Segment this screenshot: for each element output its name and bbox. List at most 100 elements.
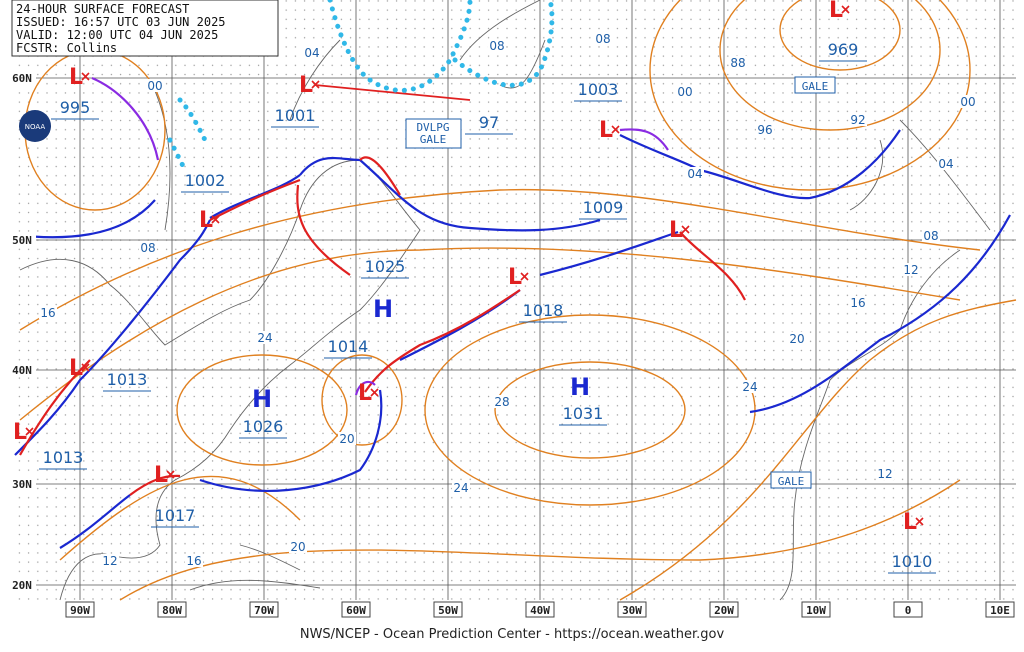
isobar-label-bg <box>922 229 940 242</box>
isobar-label-bg <box>452 481 470 494</box>
header-box <box>11 0 279 57</box>
isobar-label-bg <box>594 32 612 45</box>
lon-label: 70W <box>254 604 274 617</box>
header-line: FCSTR: Collins <box>16 41 117 55</box>
low-center: L <box>69 65 83 90</box>
low-center: L <box>358 381 372 406</box>
isobar-label: 24 <box>257 331 272 345</box>
warning: GALE <box>778 475 805 488</box>
isobar-label-bg <box>686 167 704 180</box>
low-center: L <box>154 463 168 488</box>
isobar-label: 04 <box>687 167 702 181</box>
low-cross <box>81 363 90 372</box>
isobar-label: 20 <box>290 540 305 554</box>
header-line: 24-HOUR SURFACE FORECAST <box>16 2 189 16</box>
isobar-label-bg <box>488 39 506 52</box>
high-center: H <box>570 373 590 401</box>
isobar-label: 08 <box>140 241 155 255</box>
developing-warning: DVLPG <box>416 121 449 134</box>
pressure-label: 1014 <box>328 337 369 356</box>
isobar-label-bg <box>289 540 307 553</box>
lon-label: 10E <box>990 604 1010 617</box>
lat-label: 60N <box>12 72 32 85</box>
low-cross <box>841 5 850 14</box>
low-cross <box>166 470 175 479</box>
isobar-label: 04 <box>304 46 319 60</box>
lat-label-box <box>8 362 36 377</box>
lat-label-box <box>8 232 36 247</box>
lat-label-box <box>8 577 36 592</box>
lon-label-box <box>341 601 371 618</box>
low-center: L <box>903 510 917 535</box>
isobar-label: 12 <box>877 467 892 481</box>
isobar-label-bg <box>185 554 203 567</box>
pressure-label: 1018 <box>523 301 564 320</box>
low-cross <box>211 215 220 224</box>
isobar-label: 08 <box>923 229 938 243</box>
warning-box <box>770 471 812 489</box>
low-cross <box>81 72 90 81</box>
isobar-label: 12 <box>903 263 918 277</box>
warning: GALE <box>802 80 829 93</box>
pressure-label: 1025 <box>365 257 406 276</box>
lon-label-box <box>433 601 463 618</box>
lon-label: 0 <box>905 604 912 617</box>
isobar-label-bg <box>101 554 119 567</box>
high-center: H <box>373 295 393 323</box>
lon-label-box <box>709 601 739 618</box>
isobar-label: 24 <box>742 380 757 394</box>
header-line: ISSUED: 16:57 UTC 03 JUN 2025 <box>16 15 226 29</box>
isobar-label-bg <box>303 46 321 59</box>
low-center: L <box>669 218 683 243</box>
warning-box <box>794 76 836 94</box>
footer: NWS/NCEP - Ocean Prediction Center - htt… <box>300 627 725 642</box>
isobar-label-bg <box>39 306 57 319</box>
isobar-label-bg <box>338 432 356 445</box>
low-center: L <box>299 73 313 98</box>
isobar-label: 92 <box>850 113 865 127</box>
lon-label-box <box>65 601 95 618</box>
labels: 60N 50N 40N 30N 20N 90W 80W 70W 60W 50W 40W 30W 20W 1… <box>8 0 1015 618</box>
lon-label-box <box>893 601 923 618</box>
developing-warning: GALE <box>420 133 447 146</box>
pressure-label: 1009 <box>583 198 624 217</box>
pressure-label: 969 <box>828 40 859 59</box>
low-center: L <box>508 265 522 290</box>
lon-label-box <box>801 601 831 618</box>
pressure-label: 1001 <box>275 106 316 125</box>
isobar-label-bg <box>756 123 774 136</box>
fronts <box>14 0 1011 549</box>
low-cross <box>915 517 924 526</box>
lat-label: 30N <box>12 478 32 491</box>
lon-label-box <box>985 601 1015 618</box>
isobar-label-bg <box>741 380 759 393</box>
low-cross <box>25 427 34 436</box>
pressure-label: 1010 <box>892 552 933 571</box>
isobar-label: 28 <box>494 395 509 409</box>
low-center: L <box>69 356 83 381</box>
isobar-label-bg <box>902 263 920 276</box>
low-cross <box>370 388 379 397</box>
lon-label: 40W <box>530 604 550 617</box>
isobar-label: 00 <box>677 85 692 99</box>
isobar-label: 16 <box>850 296 865 310</box>
isobar-label: 00 <box>147 79 162 93</box>
pressure-label: 1002 <box>185 171 226 190</box>
isobars <box>19 0 1017 601</box>
isobar-label: 24 <box>453 481 468 495</box>
isobar-label-bg <box>493 395 511 408</box>
isobar-label: 08 <box>595 32 610 46</box>
isobar-label-bg <box>256 331 274 344</box>
logo: NOAA <box>25 123 46 131</box>
lon-label-box <box>617 601 647 618</box>
isobar-label-bg <box>849 296 867 309</box>
low-center: L <box>599 118 613 143</box>
isobar-label-bg <box>139 241 157 254</box>
pressure-label: 1013 <box>107 370 148 389</box>
isobar-label-bg <box>676 85 694 98</box>
lon-label: 10W <box>806 604 826 617</box>
lon-label: 60W <box>346 604 366 617</box>
lon-label: 30W <box>622 604 642 617</box>
pressure-label: 1017 <box>155 506 196 525</box>
